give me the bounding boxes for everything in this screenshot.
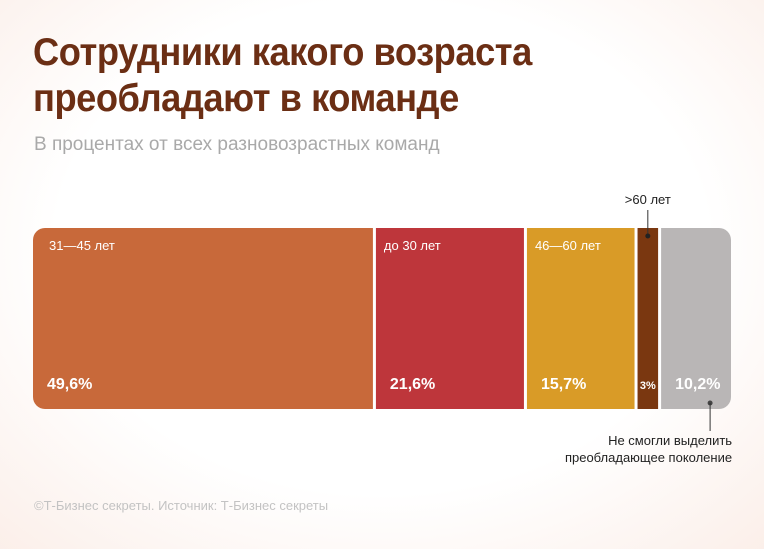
category-label: 31—45 лет: [49, 238, 115, 253]
bar-segment: [33, 228, 373, 409]
title-line-1: Сотрудники какого возраста: [33, 31, 532, 74]
category-label: 46—60 лет: [535, 238, 601, 253]
chart-subtitle: В процентах от всех разновозрастных кома…: [34, 134, 440, 155]
value-label: 49,6%: [47, 376, 92, 393]
chart-title: Сотрудники какого возраста преобладают в…: [33, 30, 703, 122]
source-footer: ©Т-Бизнес секреты. Источник: Т-Бизнес се…: [34, 498, 329, 513]
value-label: 10,2%: [675, 376, 720, 393]
bar-segment: [637, 228, 659, 409]
title-line-2: преобладают в команде: [33, 77, 459, 120]
category-label: до 30 лет: [384, 238, 441, 253]
value-label: 21,6%: [390, 376, 435, 393]
bar-segment: [526, 228, 635, 409]
value-label: 3%: [640, 380, 656, 392]
value-label: 15,7%: [541, 376, 586, 393]
bar-segment: [375, 228, 524, 409]
bar-segment: [661, 228, 731, 409]
annotation-label: Не смогли выделить преобладающее поколени…: [565, 433, 732, 465]
leader-dot: [645, 233, 651, 239]
category-label: >60 лет: [625, 192, 671, 207]
